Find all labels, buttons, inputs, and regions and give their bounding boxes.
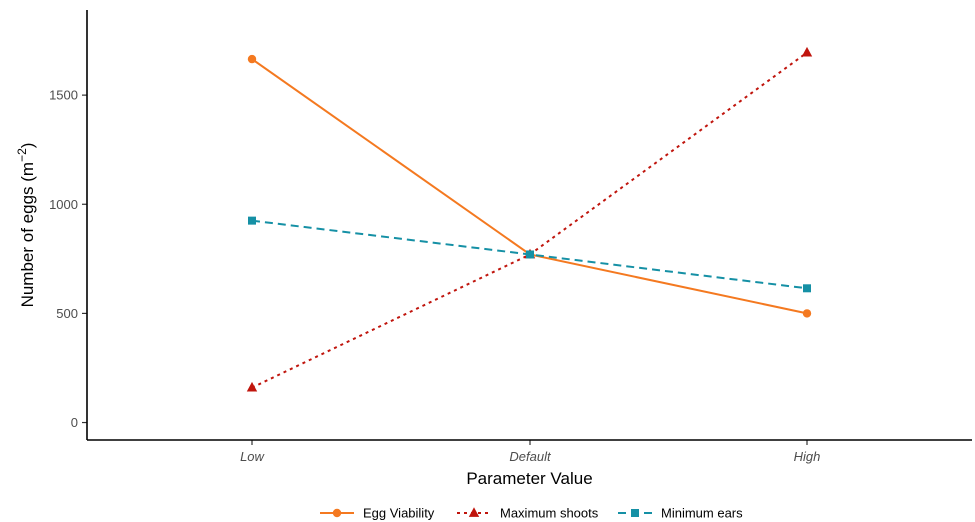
y-tick-label: 1000 (49, 197, 78, 212)
y-tick-label: 1500 (49, 88, 78, 103)
y-axis-title-main: Number of eggs (m (18, 162, 37, 308)
x-axis-title: Parameter Value (466, 469, 592, 488)
series-line (251, 58, 808, 315)
legend-item: Minimum ears (618, 506, 743, 521)
x-tick-label: Low (240, 449, 265, 464)
legend-label: Egg Viability (363, 506, 435, 521)
data-point (802, 309, 812, 318)
legend-marker (332, 508, 342, 518)
series-line (251, 51, 808, 389)
data-point (246, 381, 258, 392)
data-point (801, 46, 813, 57)
y-tick-label: 0 (71, 415, 78, 430)
y-tick-label: 500 (56, 306, 78, 321)
legend-marker (468, 507, 480, 517)
series-layer (246, 46, 813, 392)
legend: Egg Viability Maximum shoots Minimum ears (320, 506, 743, 521)
x-axis-ticks: Low Default High (240, 440, 820, 464)
data-point (247, 54, 257, 64)
legend-item: Egg Viability (320, 506, 435, 521)
y-axis-title-close: ) (18, 143, 37, 149)
legend-marker (631, 509, 639, 517)
y-axis-title-superscript: −2 (15, 148, 29, 162)
x-tick-label: High (794, 449, 821, 464)
data-point (526, 250, 534, 259)
series-maximum-shoots (246, 46, 813, 392)
y-axis-ticks: 0 500 1000 1500 (49, 88, 87, 430)
legend-item: Maximum shoots (457, 506, 599, 521)
y-axis-title: Number of eggs (m−2) (15, 143, 37, 308)
legend-label: Minimum ears (661, 506, 743, 521)
data-point (248, 216, 256, 225)
series-minimum-ears (248, 216, 811, 293)
x-tick-label: Default (509, 449, 552, 464)
data-point (803, 284, 811, 293)
series-egg-viability (247, 54, 812, 318)
legend-label: Maximum shoots (500, 506, 599, 521)
